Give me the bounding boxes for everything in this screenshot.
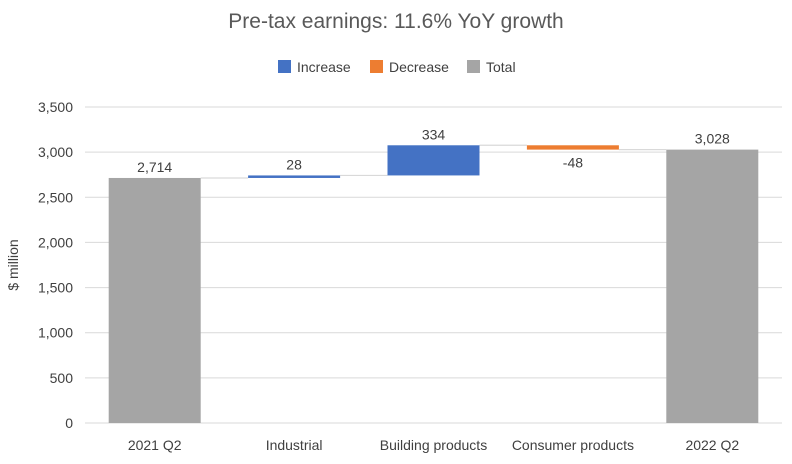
data-labels: 2,714 28 334 -48 3,028 <box>137 126 730 175</box>
x-tick-label: Industrial <box>266 437 323 453</box>
y-tick-label: 0 <box>65 415 73 431</box>
y-axis-title: $ million <box>5 239 21 290</box>
legend-swatch-decrease <box>370 60 383 73</box>
y-tick-label: 2,500 <box>38 189 73 205</box>
data-label: 3,028 <box>695 131 730 147</box>
chart-title: Pre-tax earnings: 11.6% YoY growth <box>228 10 563 33</box>
x-tick-label: 2022 Q2 <box>685 437 739 453</box>
y-tick-label: 500 <box>50 370 74 386</box>
data-label: 334 <box>422 126 446 142</box>
y-tick-label: 1,000 <box>38 325 73 341</box>
bar-industrial <box>248 175 341 178</box>
y-axis: 0 500 1,000 1,500 2,000 2,500 3,000 3,500 <box>38 99 73 431</box>
data-label: 2,714 <box>137 159 172 175</box>
bar-2021-q2 <box>108 177 201 423</box>
legend: Increase Decrease Total <box>278 59 516 75</box>
legend-label-total: Total <box>486 59 516 75</box>
y-tick-label: 3,500 <box>38 99 73 115</box>
bars <box>108 145 759 423</box>
bar-consumer-products <box>526 145 619 150</box>
connector-lines <box>200 144 667 179</box>
y-tick-label: 2,000 <box>38 234 73 250</box>
legend-swatch-total <box>467 60 480 73</box>
x-axis: 2021 Q2 Industrial Building products Consum… <box>128 437 740 453</box>
legend-swatch-increase <box>278 60 291 73</box>
y-tick-label: 1,500 <box>38 280 73 296</box>
x-tick-label: Building products <box>380 437 487 453</box>
data-label: 28 <box>286 156 302 172</box>
bar-2022-q2 <box>666 149 759 423</box>
legend-label-decrease: Decrease <box>389 59 449 75</box>
x-tick-label: Consumer products <box>512 437 634 453</box>
x-tick-label: 2021 Q2 <box>128 437 182 453</box>
legend-label-increase: Increase <box>297 59 351 75</box>
gridlines <box>85 106 782 424</box>
y-tick-label: 3,000 <box>38 144 73 160</box>
data-label: -48 <box>563 155 583 171</box>
bar-building-products <box>387 145 480 176</box>
